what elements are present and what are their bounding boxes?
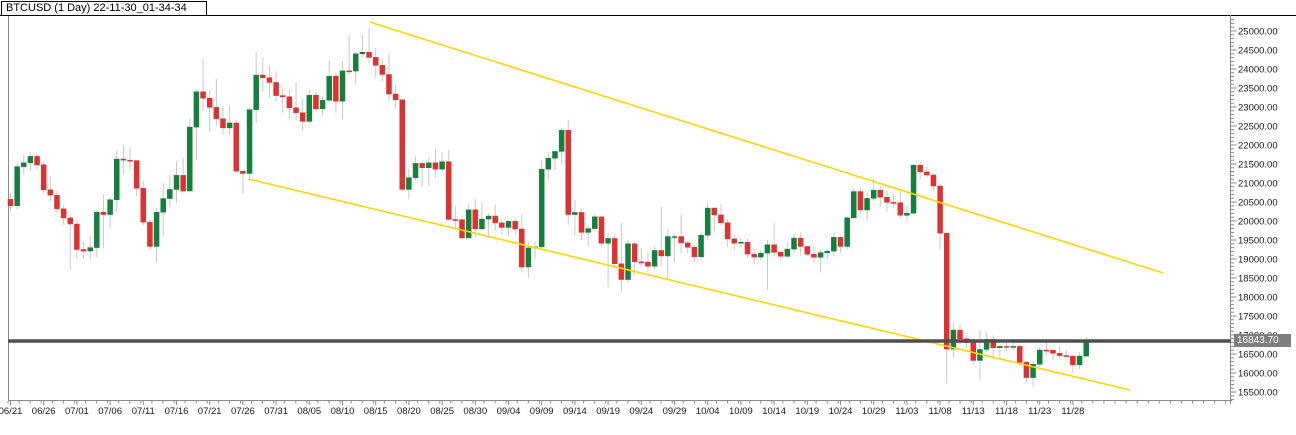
y-axis-label: 24000.00 xyxy=(1238,64,1278,75)
y-axis-label: 23500.00 xyxy=(1238,83,1278,94)
x-axis-label: 11/03 xyxy=(895,406,918,417)
upper-channel-trendline[interactable] xyxy=(369,21,1164,274)
x-axis-label: 11/28 xyxy=(1061,406,1084,417)
y-axis-label: 16500.00 xyxy=(1238,350,1278,361)
x-axis-label: 06/21 xyxy=(0,406,22,417)
y-axis-label: 16000.00 xyxy=(1238,369,1278,380)
x-axis-label: 08/10 xyxy=(331,406,355,417)
x-axis-label: 11/08 xyxy=(929,406,952,417)
y-axis-label: 18500.00 xyxy=(1238,274,1278,285)
x-axis-label: 09/19 xyxy=(596,406,620,417)
x-axis-label: 11/13 xyxy=(962,406,985,417)
y-axis-label: 20000.00 xyxy=(1238,216,1278,227)
x-axis-label: 10/29 xyxy=(862,406,886,417)
x-axis-label: 08/25 xyxy=(430,406,454,417)
x-axis-label: 07/01 xyxy=(65,406,89,417)
x-axis-label: 08/20 xyxy=(397,406,421,417)
x-axis-label: 10/24 xyxy=(829,406,853,417)
x-axis-label: 07/21 xyxy=(198,406,222,417)
x-axis[interactable]: 06/21 06/26 07/01 07/06 07/11 07/16 07/21 07/26… xyxy=(0,400,1232,418)
x-axis-label: 08/15 xyxy=(364,406,388,417)
current-price-label[interactable]: 16843.70 xyxy=(1234,334,1291,348)
y-axis-label: 21500.00 xyxy=(1238,159,1278,170)
x-axis-label: 09/09 xyxy=(530,406,554,417)
y-axis-label: 20500.00 xyxy=(1238,197,1278,208)
candles-layer xyxy=(7,27,1089,388)
y-axis-label: 21000.00 xyxy=(1238,178,1278,189)
x-axis-label: 10/14 xyxy=(762,406,786,417)
x-axis-label: 09/24 xyxy=(629,406,653,417)
x-axis-label: 07/06 xyxy=(98,406,122,417)
x-axis-label: 10/19 xyxy=(795,406,819,417)
y-axis-label: 17500.00 xyxy=(1238,312,1278,323)
x-axis-label: 09/29 xyxy=(663,406,687,417)
x-axis-label: 07/16 xyxy=(165,406,189,417)
y-axis-label: 25000.00 xyxy=(1238,26,1278,37)
y-axis-label: 18000.00 xyxy=(1238,293,1278,304)
x-axis-label: 07/31 xyxy=(264,406,288,417)
x-axis-label: 11/23 xyxy=(1028,406,1051,417)
x-axis-label: 06/26 xyxy=(32,406,56,417)
y-axis-label: 19500.00 xyxy=(1238,235,1278,246)
y-axis-label: 22500.00 xyxy=(1238,121,1278,132)
plot-frame xyxy=(0,15,1296,400)
y-axis-label: 15500.00 xyxy=(1238,388,1278,399)
x-axis-label: 10/04 xyxy=(696,406,720,417)
y-axis-label: 19000.00 xyxy=(1238,254,1278,265)
x-axis-label: 08/05 xyxy=(297,406,321,417)
y-axis-label: 22000.00 xyxy=(1238,140,1278,151)
y-axis-label: 24500.00 xyxy=(1238,45,1278,56)
x-axis-label: 08/30 xyxy=(463,406,487,417)
x-axis-label: 07/11 xyxy=(132,406,155,417)
x-axis-label: 07/26 xyxy=(231,406,255,417)
x-axis-label: 11/18 xyxy=(995,406,1018,417)
x-axis-label: 09/04 xyxy=(497,406,521,417)
lower-channel-trendline[interactable] xyxy=(248,178,1131,391)
y-axis-label: 23000.00 xyxy=(1238,102,1278,113)
x-axis-label: 09/14 xyxy=(563,406,587,417)
chart-title: BTCUSD (1 Day) 22-11-30_01-34-34 xyxy=(1,1,207,16)
x-axis-label: 10/09 xyxy=(729,406,753,417)
